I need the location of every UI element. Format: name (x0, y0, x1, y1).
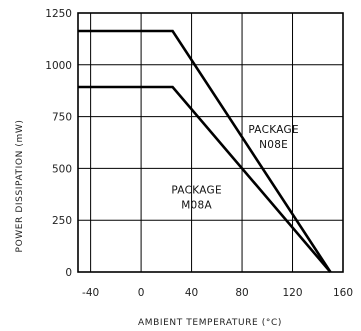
package-label-line: PACKAGE (248, 124, 299, 136)
plot-frame (77, 12, 344, 273)
y-tick-label: 750 (52, 112, 72, 124)
series-lines (78, 29, 332, 273)
x-tick-label: -40 (82, 287, 99, 299)
package-label-1: PACKAGE N08E (248, 124, 299, 151)
y-tick-label: 500 (52, 163, 72, 175)
package-label-2: PACKAGE M08A (171, 184, 222, 211)
series-line-2 (78, 85, 332, 273)
x-tick-label: 80 (235, 287, 248, 299)
x-tick-label: 0 (138, 287, 145, 299)
y-axis-title: POWER DISSIPATION (mW) (15, 120, 25, 253)
package-label-line: PACKAGE (171, 184, 222, 196)
y-tick-label: 1250 (45, 8, 72, 20)
grid (78, 12, 344, 273)
annotations: PACKAGE N08E PACKAGE M08A (171, 124, 299, 211)
tick-labels: -40 0 40 80 120 160 0 250 500 750 1000 1250 (45, 8, 353, 299)
package-label-line: M08A (181, 199, 212, 211)
y-tick-label: 0 (65, 267, 72, 279)
package-label-line: N08E (259, 139, 288, 151)
series-line-1 (78, 29, 332, 273)
x-axis-title: AMBIENT TEMPERATURE (°C) (138, 318, 282, 328)
x-tick-label: 40 (185, 287, 198, 299)
x-tick-label: 160 (333, 287, 353, 299)
y-tick-label: 250 (52, 215, 72, 227)
y-tick-label: 1000 (45, 60, 72, 72)
x-tick-label: 120 (283, 287, 303, 299)
plot-border (77, 12, 344, 273)
